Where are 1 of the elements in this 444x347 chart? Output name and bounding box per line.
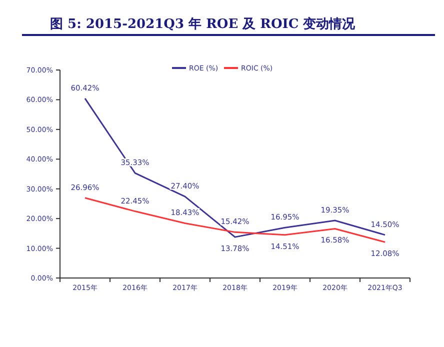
chart-title: 图 5: 2015-2021Q3 年 ROE 及 ROIC 变动情况 [50, 16, 356, 32]
